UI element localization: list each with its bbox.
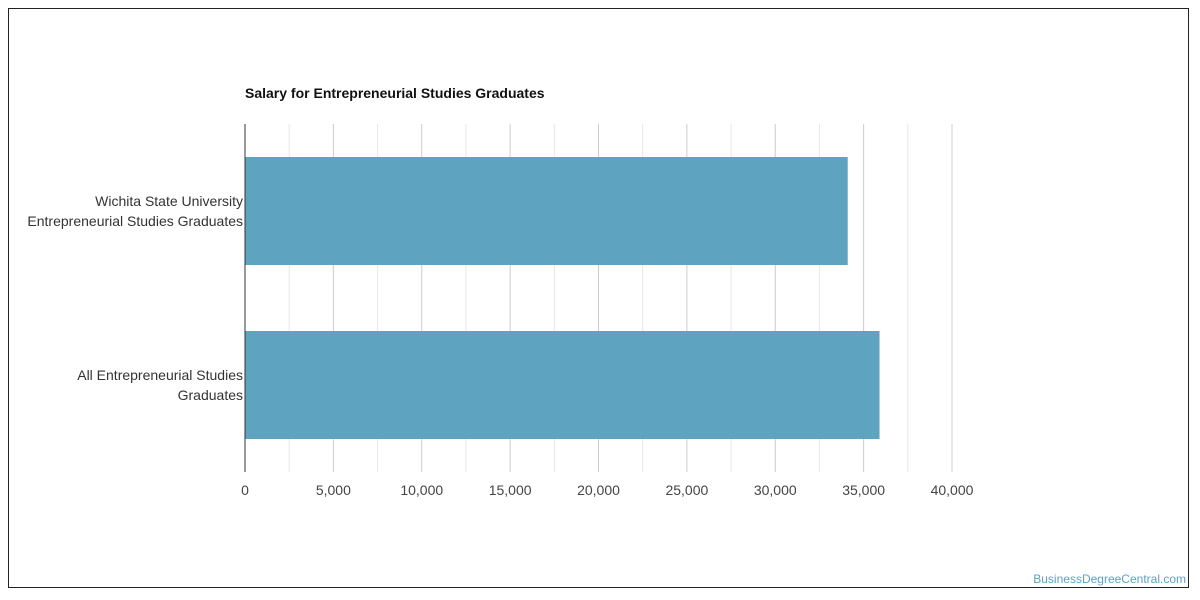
category-label: Graduates	[178, 387, 243, 403]
x-tick-label: 25,000	[665, 482, 708, 498]
category-label: All Entrepreneurial Studies	[77, 367, 243, 383]
category-label: Wichita State University	[95, 193, 243, 209]
category-label: Entrepreneurial Studies Graduates	[27, 213, 243, 229]
x-tick-label: 10,000	[400, 482, 443, 498]
x-tick-label: 30,000	[754, 482, 797, 498]
bar-0	[245, 157, 848, 265]
x-tick-label: 20,000	[577, 482, 620, 498]
watermark: BusinessDegreeCentral.com	[1033, 572, 1186, 586]
chart-title: Salary for Entrepreneurial Studies Gradu…	[245, 85, 545, 101]
labels: Wichita State University Entrepreneurial …	[27, 193, 973, 498]
x-tick-label: 40,000	[931, 482, 974, 498]
x-tick-label: 35,000	[842, 482, 885, 498]
x-tick-label: 15,000	[489, 482, 532, 498]
bar-1	[245, 331, 880, 439]
x-tick-label: 5,000	[316, 482, 351, 498]
bars	[245, 157, 880, 439]
x-tick-label: 0	[241, 482, 249, 498]
